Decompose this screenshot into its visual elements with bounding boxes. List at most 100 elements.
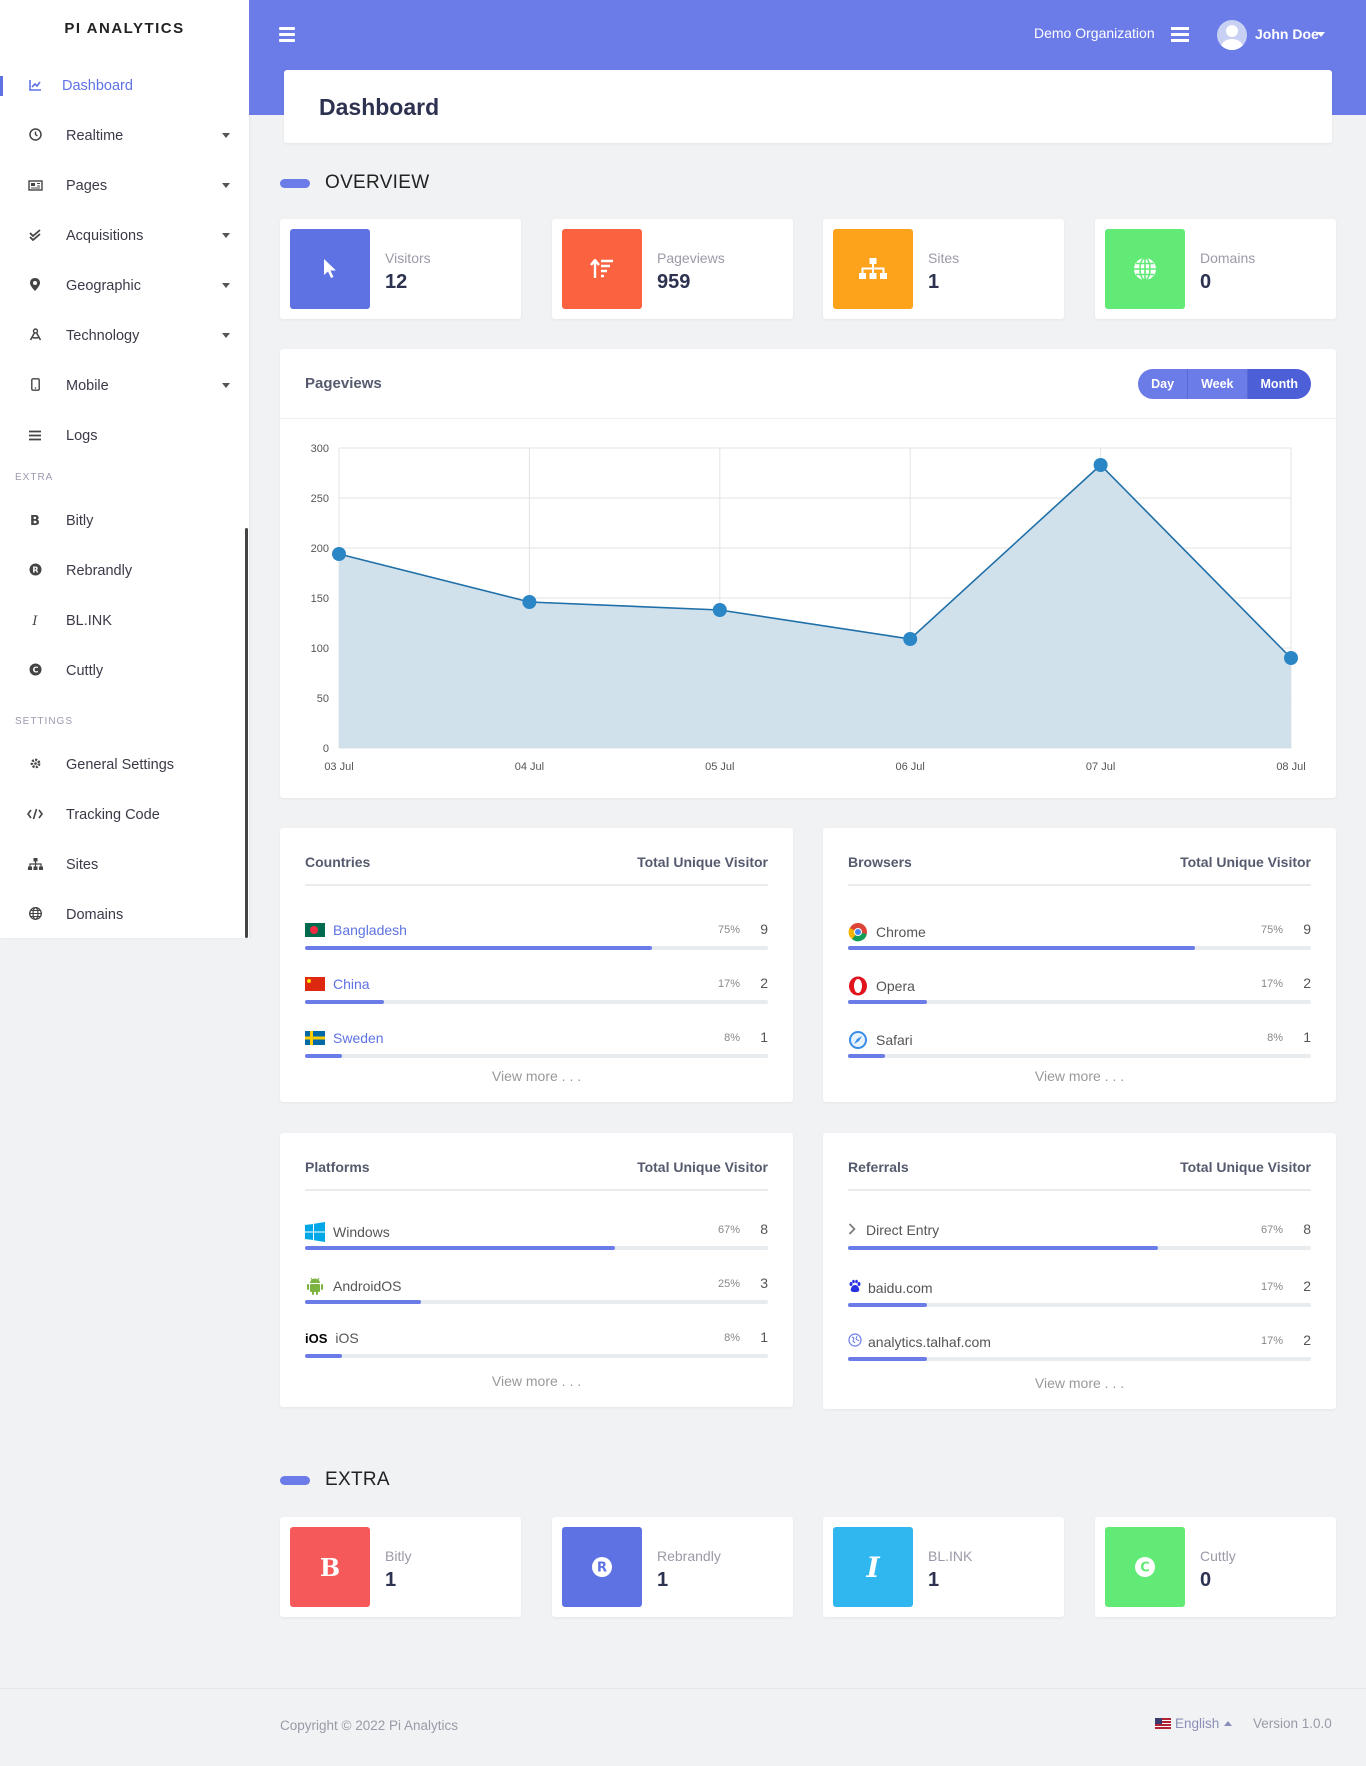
table-header: Platforms Total Unique Visitor [305,1159,768,1191]
stat-value: 0 [1200,271,1212,293]
sidebar-item-rebrandly[interactable]: R Rebrandly [0,551,249,591]
sidebar-item-label: Tracking Code [66,807,160,823]
row-name: Opera [876,978,915,994]
sidebar-item-realtime[interactable]: Realtime [0,116,249,156]
sidebar-item-sites[interactable]: Sites [0,845,249,885]
gear-icon [25,757,45,773]
organization-name[interactable]: Demo Organization [1034,25,1155,41]
newspaper-icon [25,179,45,194]
copyright-icon: C [25,663,45,679]
row-name: Bangladesh [333,922,407,938]
sidebar-item-logs[interactable]: Logs [0,416,249,456]
view-more-link[interactable]: View more . . . [1034,1375,1125,1391]
stat-value: 1 [385,1569,397,1591]
browser-name: Opera [848,976,915,996]
row-count: 1 [760,1029,768,1045]
brand-logo[interactable]: PI ANALYTICS [64,20,185,37]
table-row: baidu.com 17% 2 [848,1273,1311,1313]
globe-icon [25,907,45,923]
sidebar-heading-settings: SETTINGS [15,716,74,727]
country-link-sweden[interactable]: Sweden [305,1030,384,1046]
row-count: 2 [1303,1278,1311,1294]
referrals-card: Referrals Total Unique Visitor Direct Ent… [823,1133,1336,1409]
sidebar-item-cuttly[interactable]: C Cuttly [0,651,249,691]
language-selector[interactable]: English [1155,1716,1233,1731]
progress-fill [848,1054,886,1058]
view-more-link[interactable]: View more . . . [491,1373,582,1389]
country-link-china[interactable]: China [305,976,370,992]
stat-label: Rebrandly [657,1548,721,1564]
sidebar-scrollbar[interactable] [245,528,248,938]
sidebar-item-acquisitions[interactable]: Acquisitions [0,216,249,256]
chrome-icon [848,922,868,942]
sidebar-item-domains[interactable]: Domains [0,895,249,935]
sidebar-item-label: Bitly [66,513,94,529]
user-menu[interactable]: John Doe [1255,26,1319,42]
opera-icon [848,976,868,996]
stat-domains: Domains 0 [1095,219,1336,319]
month-button[interactable]: Month [1247,369,1311,399]
progress-fill [305,1054,343,1058]
sidebar-item-mobile[interactable]: Mobile [0,366,249,406]
sidebar-item-general-settings[interactable]: General Settings [0,745,249,785]
week-button[interactable]: Week [1188,369,1248,399]
chevron-down-icon [222,133,230,138]
menu-toggle-icon[interactable] [279,27,295,45]
table-header: Browsers Total Unique Visitor [848,854,1311,886]
row-count: 8 [760,1221,768,1237]
view-more-link[interactable]: View more . . . [1034,1068,1125,1084]
y-tick-label: 0 [323,743,329,755]
row-count: 9 [760,921,768,937]
row-percent: 8% [1267,1032,1283,1044]
cuttly-icon: C [1105,1527,1185,1607]
day-button[interactable]: Day [1138,369,1189,399]
svg-text:C: C [32,666,38,675]
progress-bar [305,1000,768,1004]
extra-heading: EXTRA [280,1469,390,1491]
stat-value: 1 [928,1569,940,1591]
table-title: Referrals [848,1159,909,1175]
avatar[interactable] [1217,20,1247,50]
sidebar-item-technology[interactable]: Technology [0,316,249,356]
sidebar-item-label: Technology [66,328,140,344]
sidebar-item-tracking-code[interactable]: Tracking Code [0,795,249,835]
table-header: Countries Total Unique Visitor [305,854,768,886]
data-point [1284,651,1298,665]
table-title: Countries [305,854,371,870]
sidebar-item-dashboard[interactable]: Dashboard [0,66,249,106]
sidebar-item-label: General Settings [66,757,175,773]
sidebar-item-pages[interactable]: Pages [0,166,249,206]
table-row: Opera 17% 2 [848,970,1311,1010]
rebrandly-glyph: R [597,1561,607,1576]
double-check-icon [25,228,45,244]
sidebar-item-label: Realtime [66,128,124,144]
progress-bar [848,1000,1311,1004]
sidebar-item-geographic[interactable]: Geographic [0,266,249,306]
progress-bar [305,946,768,950]
column-header: Total Unique Visitor [637,1159,768,1175]
us-flag-icon [1155,1718,1171,1729]
chevron-down-icon[interactable] [1317,32,1325,37]
table-row: iOS iOS 8% 1 [305,1324,768,1364]
progress-bar [305,1300,768,1304]
view-more-link[interactable]: View more . . . [491,1068,582,1084]
organization-list-icon[interactable] [1171,27,1189,45]
bold-b-icon: B [30,513,40,529]
android-icon [305,1276,325,1296]
page-title-card: Dashboard [284,70,1332,143]
chart-line-icon [25,79,45,94]
referral-name: Direct Entry [848,1222,939,1238]
table-header: Referrals Total Unique Visitor [848,1159,1311,1191]
stat-label: Domains [1200,250,1256,266]
row-percent: 17% [1260,1281,1283,1293]
column-header: Total Unique Visitor [1180,1159,1311,1175]
row-name: analytics.talhaf.com [868,1333,991,1350]
country-link-bangladesh[interactable]: Bangladesh [305,922,407,938]
chart-title: Pageviews [305,375,382,392]
bangladesh-flag-icon [305,923,325,937]
stat-label: Cuttly [1200,1548,1236,1564]
sidebar-item-bitly[interactable]: B Bitly [0,501,249,541]
platform-name: Windows [305,1222,390,1242]
sidebar-item-blink[interactable]: I BL.INK [0,601,249,641]
footer-divider [0,1688,1366,1689]
